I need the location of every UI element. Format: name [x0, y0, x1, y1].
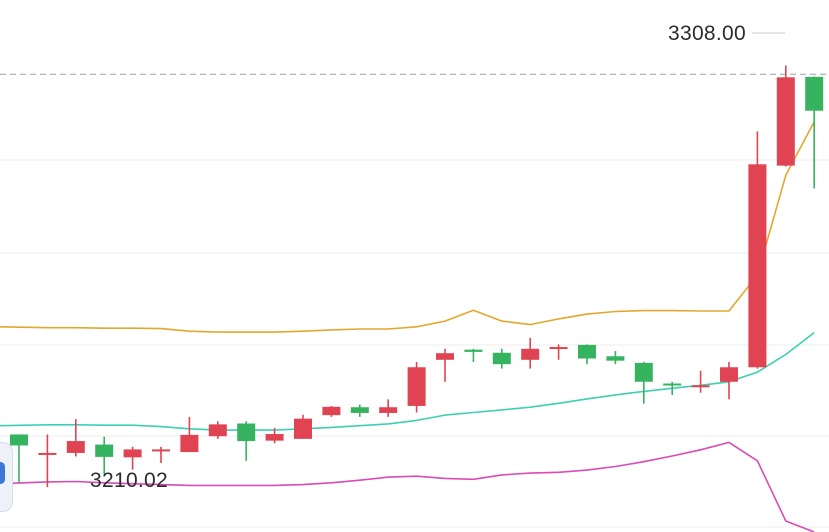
candle-body — [123, 449, 142, 458]
candle — [180, 416, 199, 453]
candle — [663, 381, 682, 395]
candle-body — [10, 434, 28, 446]
candle — [691, 370, 710, 393]
candle — [66, 419, 85, 457]
candle-body — [549, 347, 568, 350]
candle-body — [663, 383, 682, 386]
drawer-grip-icon — [0, 462, 5, 484]
candle-body — [805, 76, 824, 111]
candle — [350, 404, 369, 417]
candle — [492, 348, 511, 369]
boll-middle-line — [0, 331, 815, 431]
candle — [379, 399, 398, 417]
candle-body — [294, 418, 312, 439]
candle-body — [748, 164, 767, 368]
candle-body — [350, 407, 369, 413]
boll-lower-line — [0, 441, 815, 532]
candle — [95, 436, 114, 475]
candle-body — [634, 362, 653, 382]
low-price-label: 3210.02 — [90, 469, 169, 492]
high-price-label: 3308.00 — [667, 22, 746, 45]
candle — [748, 131, 767, 369]
candle — [606, 351, 625, 365]
grid-lines — [0, 159, 829, 528]
candle — [322, 405, 341, 417]
candle-body — [436, 353, 454, 360]
candle — [634, 361, 653, 404]
candle — [549, 344, 568, 360]
candle — [38, 434, 57, 488]
candle — [521, 337, 540, 369]
candle — [407, 361, 426, 413]
candle-body — [606, 356, 625, 361]
candle — [436, 348, 454, 382]
candle — [123, 446, 142, 470]
boll-upper-line — [0, 121, 815, 333]
candle-body — [66, 441, 85, 453]
candle-body — [691, 385, 710, 388]
candle — [464, 348, 483, 362]
candle-body — [720, 367, 738, 382]
candle-body — [208, 424, 227, 437]
candle-body — [38, 452, 57, 455]
candle-body — [95, 444, 114, 457]
candles — [10, 65, 824, 488]
candle-body — [237, 423, 256, 442]
candle — [265, 427, 284, 444]
candle-body — [152, 449, 170, 452]
candle-body — [322, 406, 341, 416]
candle-body — [180, 434, 199, 453]
candle-body — [379, 407, 398, 413]
reference-price-line — [0, 32, 829, 75]
candle-body — [521, 348, 540, 360]
candle-body — [407, 367, 426, 406]
candle — [152, 446, 170, 464]
candle — [294, 414, 312, 439]
candle — [776, 65, 795, 167]
candle-body — [776, 77, 795, 166]
candle — [578, 344, 596, 365]
candle-body — [265, 434, 284, 441]
candle — [237, 421, 256, 461]
candle — [805, 76, 824, 189]
bollinger-bands — [0, 121, 815, 532]
candle-body — [578, 344, 596, 359]
candle-body — [492, 352, 511, 365]
candle-body — [464, 349, 483, 352]
candle — [720, 361, 738, 400]
candle — [208, 421, 227, 439]
candle — [10, 434, 28, 483]
